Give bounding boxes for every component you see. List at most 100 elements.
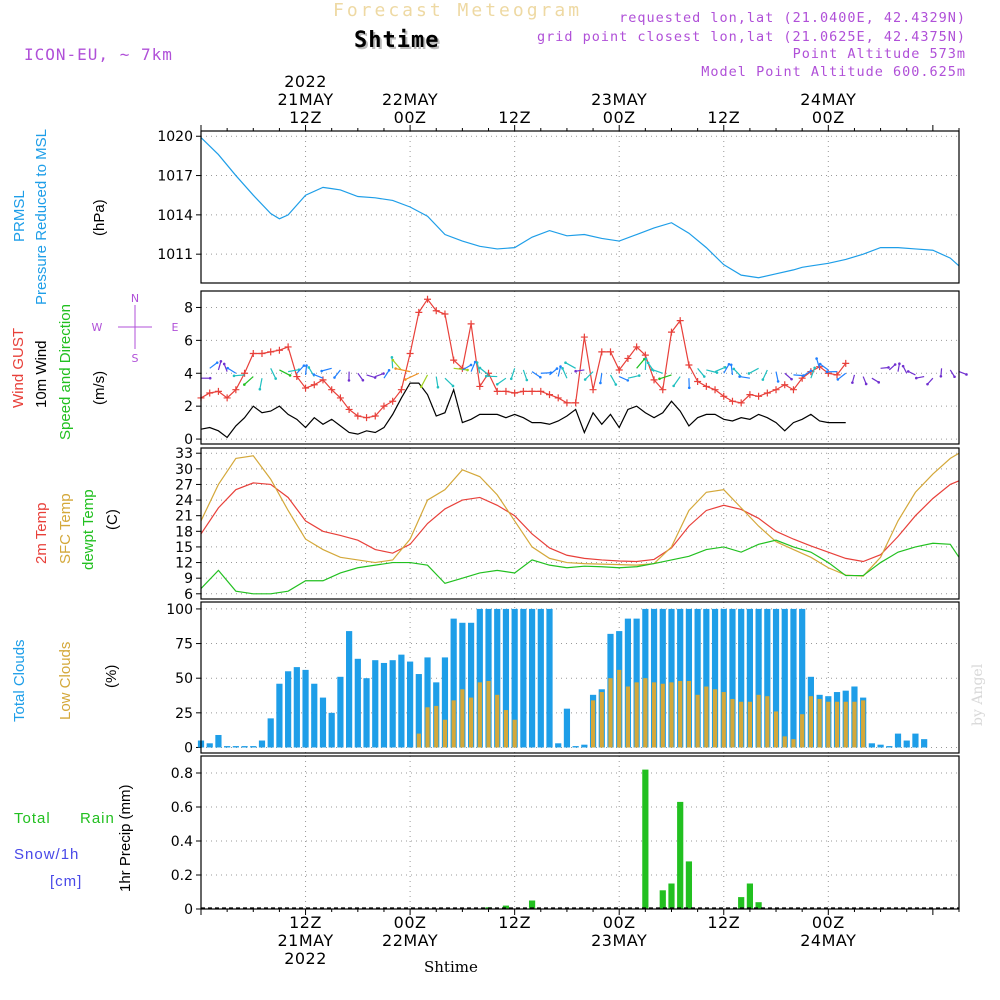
wind-arrow	[793, 374, 804, 377]
wind-arrow	[259, 378, 263, 390]
wind-arrow	[775, 371, 779, 382]
y-tick-label: 15	[175, 540, 193, 556]
bar-low-clouds	[747, 701, 752, 748]
y-tick-label: 21	[175, 509, 193, 525]
wind-arrow-head	[926, 382, 929, 386]
gust-marker	[476, 382, 484, 390]
wind-arrow	[810, 367, 816, 379]
wind-arrow-head	[469, 363, 473, 367]
bar-low-clouds	[625, 686, 631, 748]
bar-low-clouds	[852, 701, 857, 748]
bar-total-clouds	[781, 608, 788, 748]
bar-low-clouds	[826, 701, 831, 748]
date-line: 00Z	[393, 108, 427, 127]
label-10m-wind: 10m Wind	[33, 340, 50, 408]
wind-arrow	[958, 371, 967, 376]
bar-low-clouds	[678, 680, 683, 748]
date-line: 21MAY	[277, 931, 334, 950]
gust-marker	[258, 350, 266, 358]
wind-arrow	[584, 371, 594, 380]
date-line: 22MAY	[382, 931, 439, 950]
date-line: 23MAY	[591, 90, 648, 109]
gust-marker	[546, 391, 554, 399]
y-tick-label: 75	[175, 637, 193, 653]
bar-low-clouds	[765, 696, 770, 748]
y-tick-label: 9	[184, 571, 193, 587]
gust-marker	[441, 310, 449, 318]
wind-arrow-head	[394, 367, 397, 370]
bar-total-clouds	[546, 608, 553, 748]
gust-marker	[432, 307, 440, 315]
bar-total-clouds	[894, 733, 902, 748]
label-dewpt-temp: dewpt Temp	[80, 489, 97, 570]
gust-marker	[833, 371, 841, 379]
wind-arrow-head	[451, 384, 455, 388]
label-total-clouds: Total Clouds	[11, 639, 28, 722]
watermark: by Angel	[970, 663, 986, 726]
gust-marker	[728, 397, 736, 405]
compass-s: S	[132, 352, 139, 365]
wind-arrow	[549, 368, 558, 376]
wind-arrow-head	[953, 375, 956, 379]
wind-arrow	[383, 369, 390, 379]
y-tick-label: 12	[175, 556, 193, 572]
bar-total-clouds	[380, 662, 388, 748]
gust-marker	[380, 402, 388, 410]
wind-arrow-head	[729, 363, 733, 367]
y-tick-label: 24	[175, 493, 193, 509]
wind-arrow-head	[813, 366, 816, 370]
wind-arrow-head	[559, 365, 562, 368]
wind-arrow-head	[347, 379, 351, 382]
wind-arrow-head	[809, 369, 813, 373]
gust-marker	[641, 351, 649, 359]
bar-total-rain	[502, 905, 510, 909]
bar-total-clouds	[459, 622, 466, 748]
wind-arrow-head	[555, 367, 559, 370]
gust-marker	[781, 381, 789, 389]
wind-arrow-head	[387, 369, 391, 372]
gust-marker	[606, 348, 614, 356]
wind-arrow-head	[815, 357, 818, 360]
bar-low-clouds	[834, 701, 840, 748]
wind-arrow	[706, 369, 718, 374]
gust-marker	[363, 414, 371, 422]
wind-arrow-head	[222, 362, 226, 366]
gust-marker	[702, 382, 710, 390]
gust-marker	[737, 399, 745, 407]
wind-arrow	[575, 369, 585, 372]
bar-low-clouds	[782, 736, 787, 748]
y-tick-label: 8	[184, 300, 193, 316]
label-snow: Snow/1h	[14, 846, 80, 863]
gust-marker	[232, 386, 240, 394]
bar-total-clouds	[537, 608, 544, 748]
bar-total-clouds	[389, 660, 396, 748]
wind-arrow-head	[226, 366, 230, 370]
wind-arrow	[897, 363, 900, 372]
date-line: 00Z	[811, 108, 845, 127]
wind-arrow	[375, 372, 384, 378]
gust-marker	[528, 387, 536, 395]
wind-arrow-head	[525, 378, 529, 382]
series-line-sfc-temp	[200, 452, 960, 577]
location-title: Shtime	[354, 28, 440, 53]
gust-marker	[319, 376, 327, 384]
y-tick-label: 4	[184, 366, 193, 382]
wind-arrow-head	[404, 378, 407, 381]
bar-total-clouds	[677, 608, 684, 748]
gust-marker	[824, 369, 832, 377]
bar-low-clouds	[590, 700, 596, 748]
top-date-label: 24MAY 00Z	[788, 91, 868, 127]
date-line: 23MAY	[591, 931, 648, 950]
bar-low-clouds	[599, 692, 604, 748]
bar-low-clouds	[503, 710, 509, 748]
bar-low-clouds	[730, 698, 735, 748]
bar-low-clouds	[634, 682, 639, 748]
wind-arrow-head	[614, 383, 618, 386]
bar-low-clouds	[843, 701, 848, 748]
bar-low-clouds	[608, 678, 613, 748]
wind-arrow-head	[215, 361, 219, 364]
wind-arrow-head	[258, 387, 262, 391]
wind-arrow	[233, 374, 245, 377]
label-total: Total	[14, 810, 51, 827]
gust-marker	[450, 356, 458, 364]
